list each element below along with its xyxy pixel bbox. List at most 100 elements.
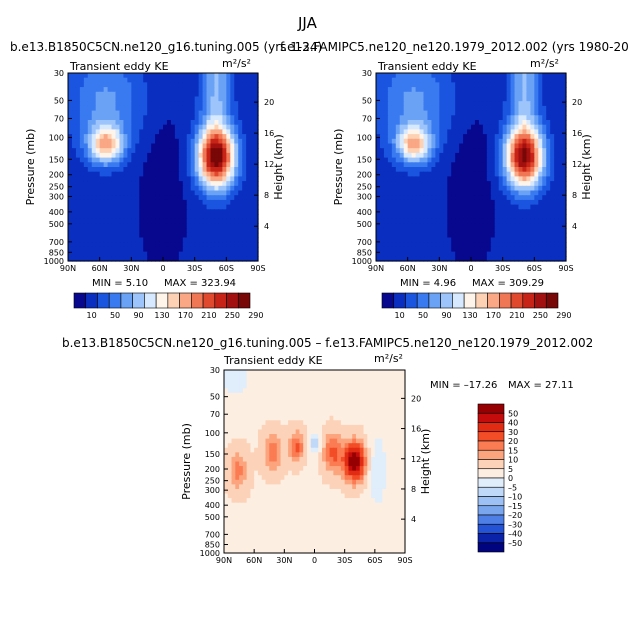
panel-2-cell xyxy=(447,176,452,182)
panel-2-cell xyxy=(478,181,484,187)
panel-3-cell xyxy=(359,392,365,399)
panel-3-cell xyxy=(393,461,399,467)
panel-1-cell xyxy=(226,129,231,135)
panel-3-cell xyxy=(314,379,319,385)
panel-3-cell xyxy=(363,452,368,458)
panel-1-cell xyxy=(99,214,105,220)
panel-2-cell xyxy=(447,185,452,192)
panel-2-cell xyxy=(562,218,567,224)
panel-1-cell xyxy=(139,110,144,116)
panel-2-cell xyxy=(455,82,460,88)
panel-1-cell xyxy=(71,176,77,182)
panel-2-cell xyxy=(395,223,401,229)
panel-3-cell xyxy=(325,429,331,435)
panel-1-cell xyxy=(226,138,231,145)
panel-1-cell xyxy=(254,82,259,88)
panel-2-cell xyxy=(395,171,401,177)
panel-3-cell xyxy=(242,456,248,463)
panel-2-cell xyxy=(411,148,417,154)
panel-2-cell xyxy=(538,129,543,135)
panel-2-cell xyxy=(530,105,535,112)
panel-1-cell xyxy=(119,256,125,262)
panel-1-cell xyxy=(178,152,184,159)
panel-3-cell xyxy=(288,456,293,463)
panel-3-cell xyxy=(231,411,236,417)
panel-2-cell xyxy=(443,251,448,257)
panel-3-cell xyxy=(280,429,285,435)
panel-1-cell xyxy=(95,185,101,192)
panel-3-cell xyxy=(306,374,312,380)
panel-1-cell xyxy=(151,209,156,215)
panel-2-cell xyxy=(459,115,464,121)
panel-1-cell xyxy=(139,148,144,154)
panel-1-cell xyxy=(71,209,77,215)
panel-1-cell xyxy=(194,73,200,79)
panel-1-cell xyxy=(250,246,255,253)
panel-1-cell xyxy=(234,96,239,102)
panel-3-cell xyxy=(276,379,282,385)
panel-1-cell xyxy=(143,101,148,107)
panel-1-cell xyxy=(103,110,109,116)
panel-1-cell xyxy=(170,214,176,220)
panel-2-cell xyxy=(387,237,393,243)
panel-3-cell xyxy=(310,406,316,412)
panel-2-cell xyxy=(474,91,480,98)
panel-2-cell xyxy=(451,101,456,107)
panel-1-cell xyxy=(115,204,121,210)
panel-1-cell xyxy=(83,195,89,201)
panel-3-cell xyxy=(269,438,274,444)
panel-3-cell xyxy=(322,411,327,417)
panel-2-cell xyxy=(490,237,496,243)
panel-1-cell xyxy=(174,195,180,201)
panel-2-cell xyxy=(478,138,484,145)
panel-3-cell xyxy=(355,374,361,380)
panel-3-cell xyxy=(269,452,274,458)
panel-1-cell xyxy=(83,157,89,163)
panel-3-cell xyxy=(254,461,259,467)
panel-1-cell xyxy=(163,167,168,173)
panel-1-cell xyxy=(95,246,101,253)
panel-2-cell xyxy=(502,209,508,215)
panel-1-cell xyxy=(99,167,105,173)
panel-2-cell xyxy=(506,209,512,215)
panel-1-cell xyxy=(250,167,255,173)
panel-2-cell xyxy=(546,228,551,234)
panel-1-cell xyxy=(143,246,148,253)
panel-2-cell xyxy=(467,237,472,243)
panel-3-cell xyxy=(333,411,338,417)
panel-1-cell xyxy=(99,228,105,234)
panel-1-cell xyxy=(103,246,109,253)
panel-2-cell xyxy=(558,251,563,257)
panel-2-cell xyxy=(514,171,520,177)
panel-2-cell xyxy=(376,157,381,163)
panel-2-cell xyxy=(455,228,460,234)
panel-2-cell xyxy=(534,138,539,145)
panel-1-cell xyxy=(182,223,188,229)
panel-1-cell xyxy=(135,152,140,159)
panel-2-cell xyxy=(510,129,516,135)
panel-1-cell xyxy=(87,91,93,98)
panel-1-cell xyxy=(246,237,251,243)
panel-2-cell xyxy=(530,115,535,121)
panel-2-cell xyxy=(431,223,436,229)
panel-1-ptick-label: 400 xyxy=(49,208,64,217)
panel-2-cell xyxy=(538,246,543,253)
panel-1-cell xyxy=(250,199,255,206)
panel-2-cell xyxy=(439,242,444,248)
panel-3-cell xyxy=(318,415,323,421)
panel-3-cell xyxy=(325,452,331,458)
panel-2-cell xyxy=(530,162,535,168)
panel-1-cell xyxy=(163,73,168,79)
panel-3-cell xyxy=(393,438,399,444)
panel-2-cell xyxy=(510,115,516,121)
panel-2-cell xyxy=(411,228,417,234)
panel-2-cell xyxy=(411,223,417,229)
panel-1-cell xyxy=(71,204,77,210)
panel-2-cell xyxy=(478,73,484,79)
panel-1-cell xyxy=(166,195,172,201)
panel-2-cell xyxy=(431,171,436,177)
panel-1-cell xyxy=(135,101,140,107)
panel-1-cell xyxy=(250,87,255,93)
panel-3-cell xyxy=(276,434,282,440)
panel-1-cell xyxy=(99,101,105,107)
